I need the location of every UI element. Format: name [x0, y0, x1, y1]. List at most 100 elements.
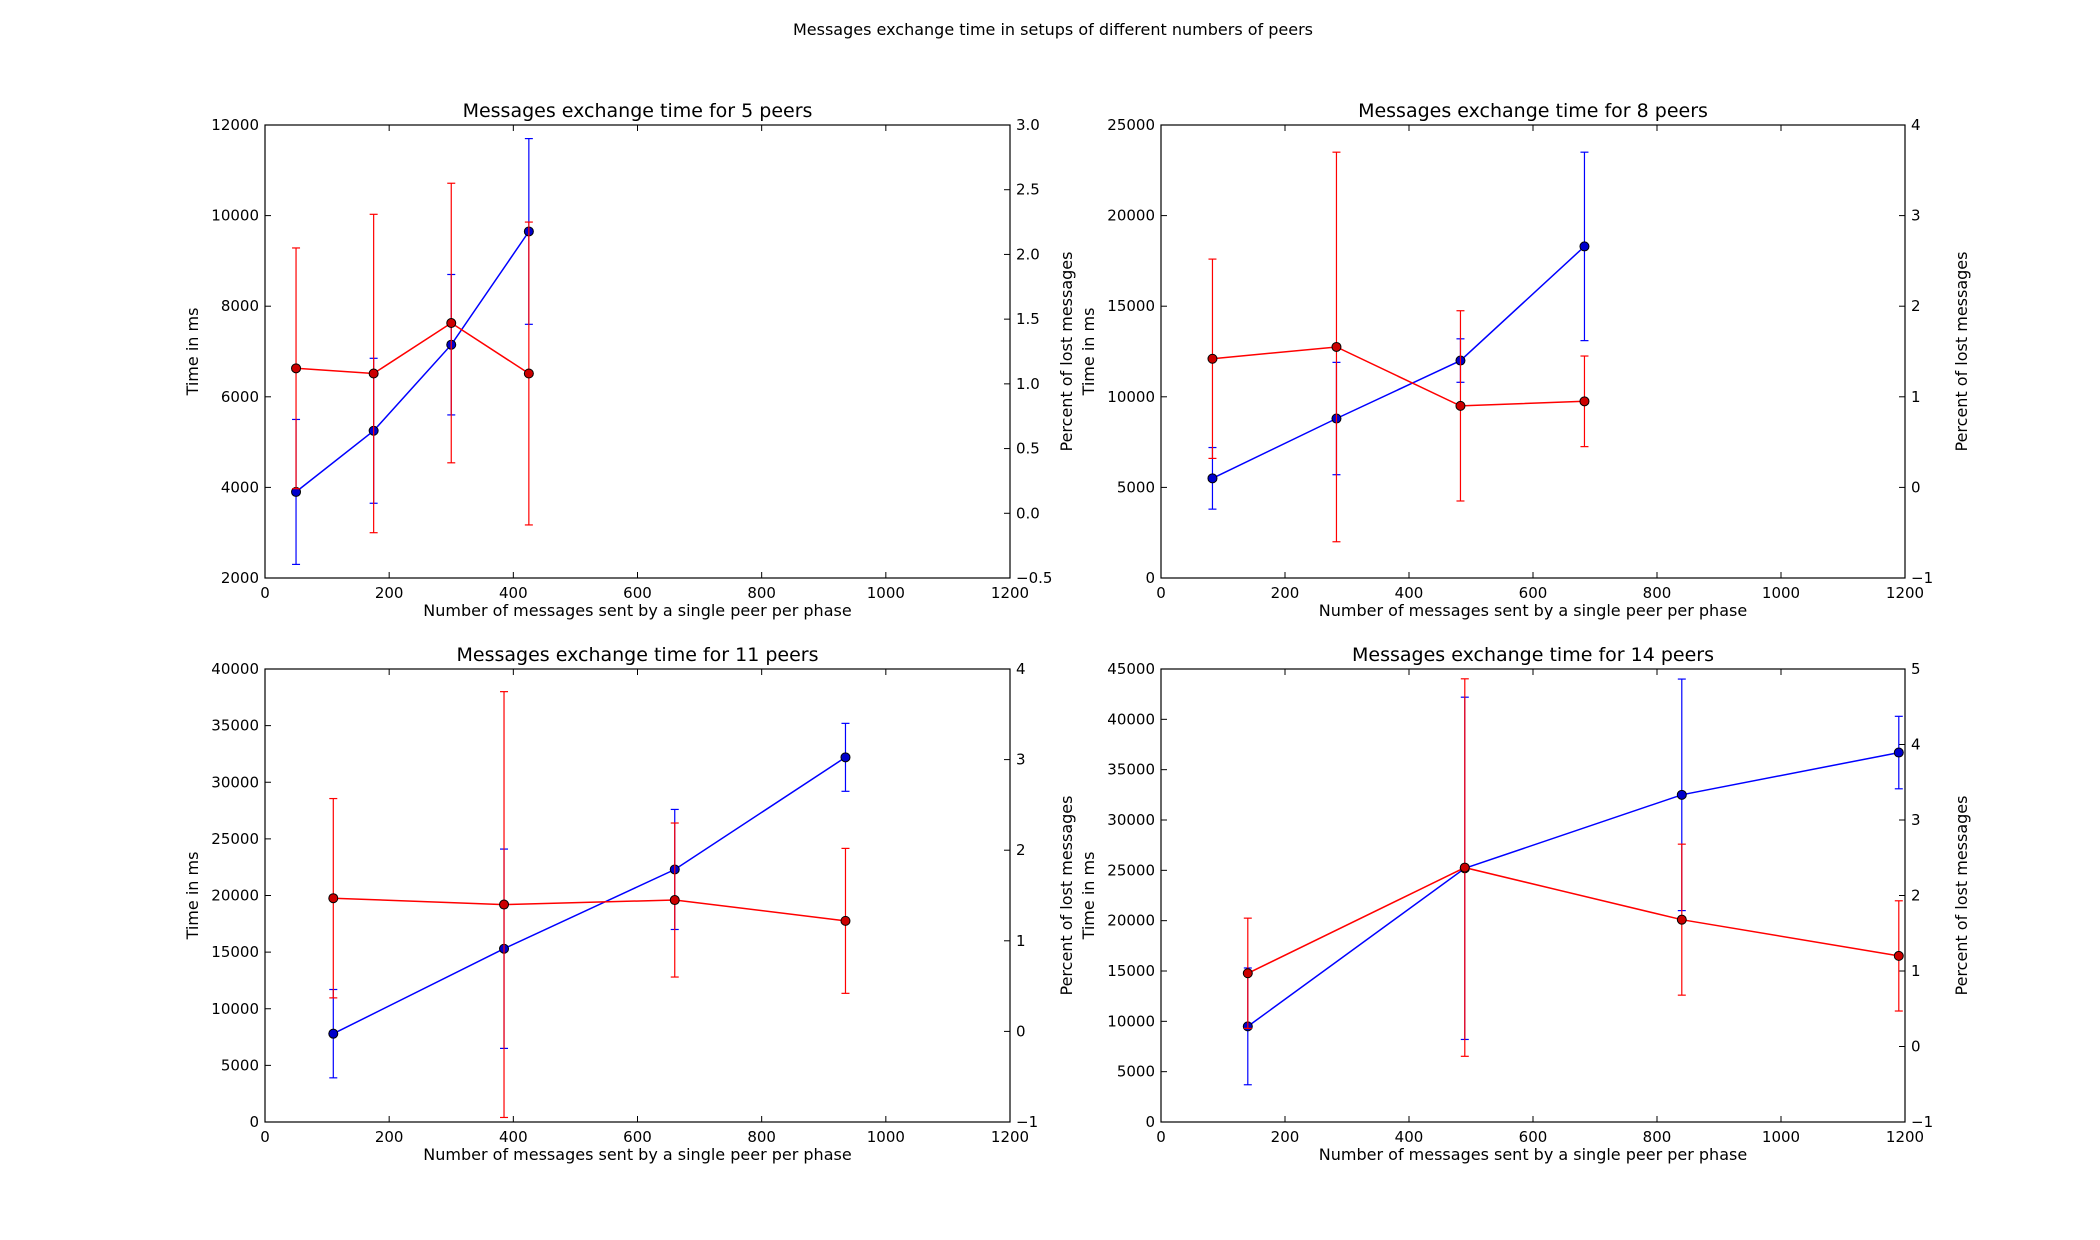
subplot-title: Messages exchange time for 8 peers — [1358, 100, 1708, 122]
y-tick-label: 20000 — [1107, 912, 1155, 930]
x-tick-label: 800 — [1643, 1128, 1672, 1146]
x-axis-label: Number of messages sent by a single peer… — [1319, 1145, 1747, 1164]
y2-tick-label: 2 — [1911, 297, 1921, 315]
y-tick-label: 5000 — [221, 1056, 259, 1074]
data-point — [840, 752, 851, 763]
plot-frame — [1160, 668, 1906, 1123]
y-tick-label: 35000 — [211, 717, 259, 735]
y-tick-label: 40000 — [1107, 710, 1155, 728]
x-tick-label: 0 — [260, 1128, 270, 1146]
data-point — [328, 893, 339, 904]
data-point — [291, 363, 302, 374]
x-tick-label: 800 — [1643, 584, 1672, 602]
y-tick-label: 15000 — [1107, 297, 1155, 315]
series-line — [1247, 751, 1899, 1028]
y-tick-label: 15000 — [1107, 962, 1155, 980]
y-tick-label: 12000 — [211, 116, 259, 134]
x-tick-label: 400 — [1395, 1128, 1424, 1146]
y2-tick-label: 2.5 — [1016, 181, 1040, 199]
y-tick-label: 25000 — [211, 830, 259, 848]
y-axis-label: Time in ms — [183, 308, 202, 397]
y2-tick-label: 1.0 — [1016, 375, 1040, 393]
y2-tick-label: 0 — [1016, 1022, 1026, 1040]
y2-tick-label: 3 — [1016, 751, 1026, 769]
data-point — [1207, 473, 1218, 484]
series-2 — [291, 182, 534, 534]
series-line — [1212, 245, 1586, 479]
data-point — [1331, 341, 1342, 352]
x-axis-label: Number of messages sent by a single peer… — [423, 601, 851, 620]
data-point — [1207, 353, 1218, 364]
x-tick-label: 200 — [1271, 1128, 1300, 1146]
y-tick-label: 10000 — [211, 207, 259, 225]
data-point — [368, 368, 379, 379]
plot-frame — [1160, 124, 1906, 579]
data-point — [1893, 747, 1904, 758]
data-point — [446, 318, 457, 329]
y2-tick-label: 0 — [1911, 478, 1921, 496]
x-tick-label: 600 — [623, 1128, 652, 1146]
y2-tick-label: 0.5 — [1016, 440, 1040, 458]
data-point — [1459, 862, 1470, 873]
y2-tick-label: 4 — [1911, 736, 1921, 754]
y-axis-label: Time in ms — [1079, 852, 1098, 941]
x-tick-label: 600 — [623, 584, 652, 602]
data-point — [1242, 968, 1253, 979]
y2-tick-label: 3 — [1911, 207, 1921, 225]
y2-axis-label: Percent of lost messages — [1057, 252, 1076, 452]
data-point — [1579, 241, 1590, 252]
x-tick-label: 800 — [747, 1128, 776, 1146]
y2-tick-label: −1 — [1016, 1113, 1038, 1131]
y-tick-label: 10000 — [211, 1000, 259, 1018]
y-tick-label: 20000 — [211, 887, 259, 905]
x-tick-label: 400 — [499, 1128, 528, 1146]
x-axis-label: Number of messages sent by a single peer… — [1319, 601, 1747, 620]
y2-tick-label: 4 — [1911, 116, 1921, 134]
data-point — [523, 368, 534, 379]
data-point — [1893, 950, 1904, 961]
y-tick-label: 25000 — [1107, 861, 1155, 879]
x-tick-label: 200 — [375, 584, 404, 602]
y2-tick-label: −1 — [1911, 569, 1933, 587]
y-tick-label: 40000 — [211, 660, 259, 678]
x-tick-label: 0 — [1156, 1128, 1166, 1146]
y-tick-label: 0 — [1145, 1113, 1155, 1131]
series-line — [295, 231, 530, 493]
y2-axis-label: Percent of lost messages — [1057, 796, 1076, 996]
x-tick-label: 1200 — [991, 1128, 1029, 1146]
data-point — [1676, 789, 1687, 800]
series-2 — [1242, 678, 1904, 1057]
y2-tick-label: −0.5 — [1016, 569, 1052, 587]
plot-frame — [264, 124, 1011, 579]
x-tick-label: 1200 — [991, 584, 1029, 602]
y2-tick-label: 1.5 — [1016, 310, 1040, 328]
y2-tick-label: 0.0 — [1016, 504, 1040, 522]
y-tick-label: 20000 — [1107, 207, 1155, 225]
y-tick-label: 4000 — [221, 478, 259, 496]
y2-tick-label: 3 — [1911, 811, 1921, 829]
subplot-title: Messages exchange time for 14 peers — [1352, 644, 1714, 666]
plot-frame — [264, 668, 1011, 1123]
subplot-4: Messages exchange time for 14 peers 0 200 4… — [1079, 644, 1971, 1164]
x-tick-label: 0 — [260, 584, 270, 602]
data-point — [499, 899, 510, 910]
y2-axis-label: Percent of lost messages — [1952, 796, 1971, 996]
y-tick-label: 5000 — [1117, 1063, 1155, 1081]
y2-tick-label: 2 — [1016, 841, 1026, 859]
y2-axis-label: Percent of lost messages — [1952, 252, 1971, 452]
subplot-title: Messages exchange time for 5 peers — [463, 100, 813, 122]
x-tick-label: 1000 — [867, 1128, 905, 1146]
data-point — [1676, 914, 1687, 925]
y-tick-label: 6000 — [221, 388, 259, 406]
y-tick-label: 10000 — [1107, 1012, 1155, 1030]
series-2 — [328, 691, 851, 1119]
series-line — [333, 897, 846, 922]
x-tick-label: 800 — [747, 584, 776, 602]
y-tick-label: 30000 — [1107, 811, 1155, 829]
y2-tick-label: 1 — [1911, 962, 1921, 980]
x-tick-label: 0 — [1156, 584, 1166, 602]
x-tick-label: 1000 — [867, 584, 905, 602]
y-tick-label: 5000 — [1117, 478, 1155, 496]
